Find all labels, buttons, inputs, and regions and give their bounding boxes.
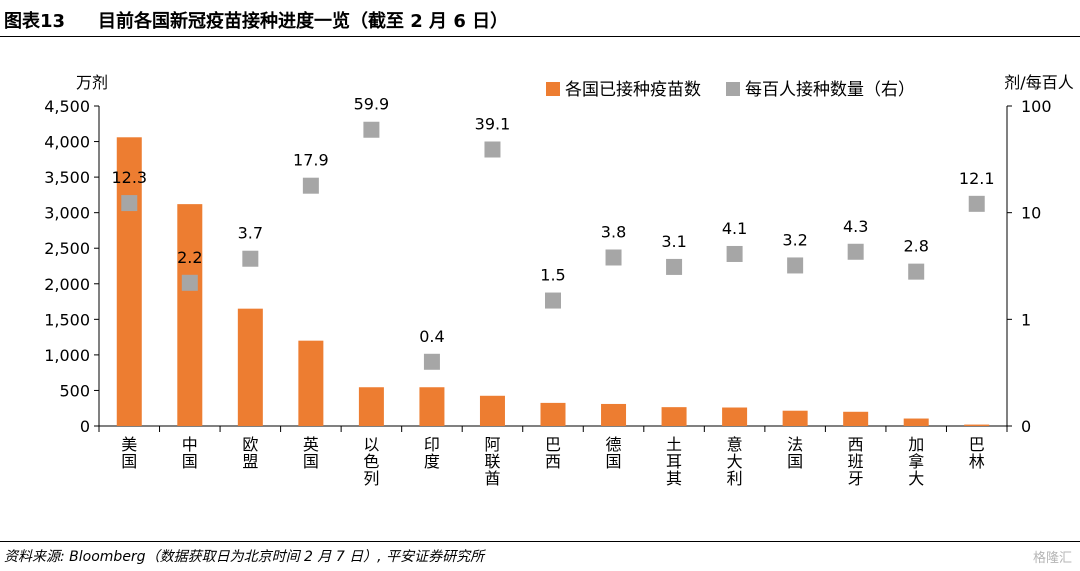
left-axis-tick-label: 2,000	[44, 275, 90, 294]
left-axis-tick-label: 1,000	[44, 346, 90, 365]
right-axis-unit: 剂/每百人	[1004, 73, 1073, 92]
marker-2	[181, 274, 198, 291]
data-label: 59.9	[354, 95, 390, 114]
marker-14	[908, 263, 925, 280]
data-label: 2.8	[903, 237, 928, 256]
marker-12	[787, 257, 804, 274]
data-label: 4.1	[722, 219, 747, 238]
bar-14	[903, 418, 929, 426]
left-axis-tick-label: 4,500	[44, 97, 90, 116]
marker-4	[302, 177, 319, 194]
category-label: 阿联酋	[484, 435, 500, 488]
data-label: 12.3	[111, 168, 147, 187]
right-axis-tick-label: 100	[1021, 97, 1052, 116]
legend-bar-swatch	[546, 82, 560, 96]
marker-10	[666, 258, 683, 275]
marker-7	[484, 141, 501, 158]
data-label: 2.2	[177, 248, 202, 267]
category-label: 巴林	[969, 435, 985, 471]
marker-1	[121, 195, 138, 212]
category-label: 中国	[182, 435, 198, 471]
bar-10	[661, 407, 687, 426]
category-label: 巴西	[545, 435, 561, 471]
figure-title: 目前各国新冠疫苗接种进度一览（截至 2 月 6 日）	[98, 11, 509, 32]
bar-1	[116, 137, 142, 426]
marker-11	[726, 245, 743, 262]
category-label: 西班牙	[848, 435, 864, 488]
marker-8	[545, 292, 561, 309]
left-axis-tick-label: 4,000	[44, 133, 90, 152]
right-axis-tick-label: 1	[1021, 310, 1031, 329]
bar-13	[843, 411, 869, 426]
marker-3	[242, 250, 259, 267]
watermark: 格隆汇	[1032, 551, 1072, 566]
left-axis-tick-label: 3,500	[44, 168, 90, 187]
left-axis-tick-label: 0	[80, 417, 90, 436]
figure-header: 图表13 目前各国新冠疫苗接种进度一览（截至 2 月 6 日）	[0, 0, 1080, 37]
bar-8	[540, 402, 566, 426]
bar-9	[601, 403, 627, 426]
left-axis-tick-label: 1,500	[44, 310, 90, 329]
left-axis-tick-label: 500	[59, 381, 90, 400]
footer-divider	[0, 541, 1080, 542]
data-label: 4.3	[843, 217, 868, 236]
bar-12	[782, 410, 808, 426]
bar-3	[237, 308, 263, 426]
category-label: 美国	[121, 435, 137, 471]
left-axis-unit: 万剂	[76, 73, 108, 92]
data-label: 12.1	[959, 169, 995, 188]
data-label: 1.5	[540, 266, 565, 285]
left-axis-tick-label: 2,500	[44, 239, 90, 258]
data-label: 0.4	[419, 327, 444, 346]
marker-6	[423, 353, 440, 370]
marker-13	[847, 243, 864, 260]
source-note: 资料来源: Bloomberg（数据获取日为北京时间 2 月 7 日）, 平安证…	[4, 549, 485, 565]
legend-bar-label: 各国已接种疫苗数	[565, 80, 701, 100]
data-label: 17.9	[293, 151, 329, 170]
header-divider	[0, 36, 1080, 37]
left-axis-tick-label: 3,000	[44, 204, 90, 223]
data-label: 3.2	[782, 230, 807, 249]
category-label: 法国	[787, 435, 803, 471]
bar-4	[298, 340, 324, 426]
category-label: 德国	[606, 435, 622, 471]
category-label: 以色列	[363, 435, 379, 488]
bar-2	[177, 204, 203, 426]
legend-marker-label: 每百人接种数量（右）	[745, 80, 915, 100]
vaccination-chart: 0 500 1,000 1,500 2,000 2,500 3,000 3,500 4,000 4…	[44, 73, 1074, 488]
marker-5	[363, 121, 380, 138]
bar-6	[419, 387, 445, 426]
bar-11	[722, 407, 748, 426]
right-axis-tick-label: 0	[1021, 417, 1031, 436]
bar-15	[964, 424, 990, 426]
data-label: 3.7	[238, 224, 263, 243]
data-label: 39.1	[475, 115, 511, 134]
category-label: 意大利	[727, 435, 743, 488]
category-label: 加拿大	[908, 435, 924, 488]
marker-9	[605, 249, 622, 266]
data-label: 3.1	[661, 232, 686, 251]
category-label: 英国	[303, 435, 319, 471]
bar-7	[479, 395, 505, 426]
category-label: 土耳其	[666, 435, 682, 488]
data-label: 3.8	[601, 222, 626, 241]
legend-marker-swatch	[726, 82, 740, 96]
right-axis-tick-label: 10	[1021, 204, 1041, 223]
marker-15	[968, 195, 985, 212]
category-label: 欧盟	[242, 435, 258, 471]
bar-5	[358, 387, 384, 426]
figure-number: 图表13	[4, 11, 66, 32]
category-label: 印度	[424, 435, 440, 471]
